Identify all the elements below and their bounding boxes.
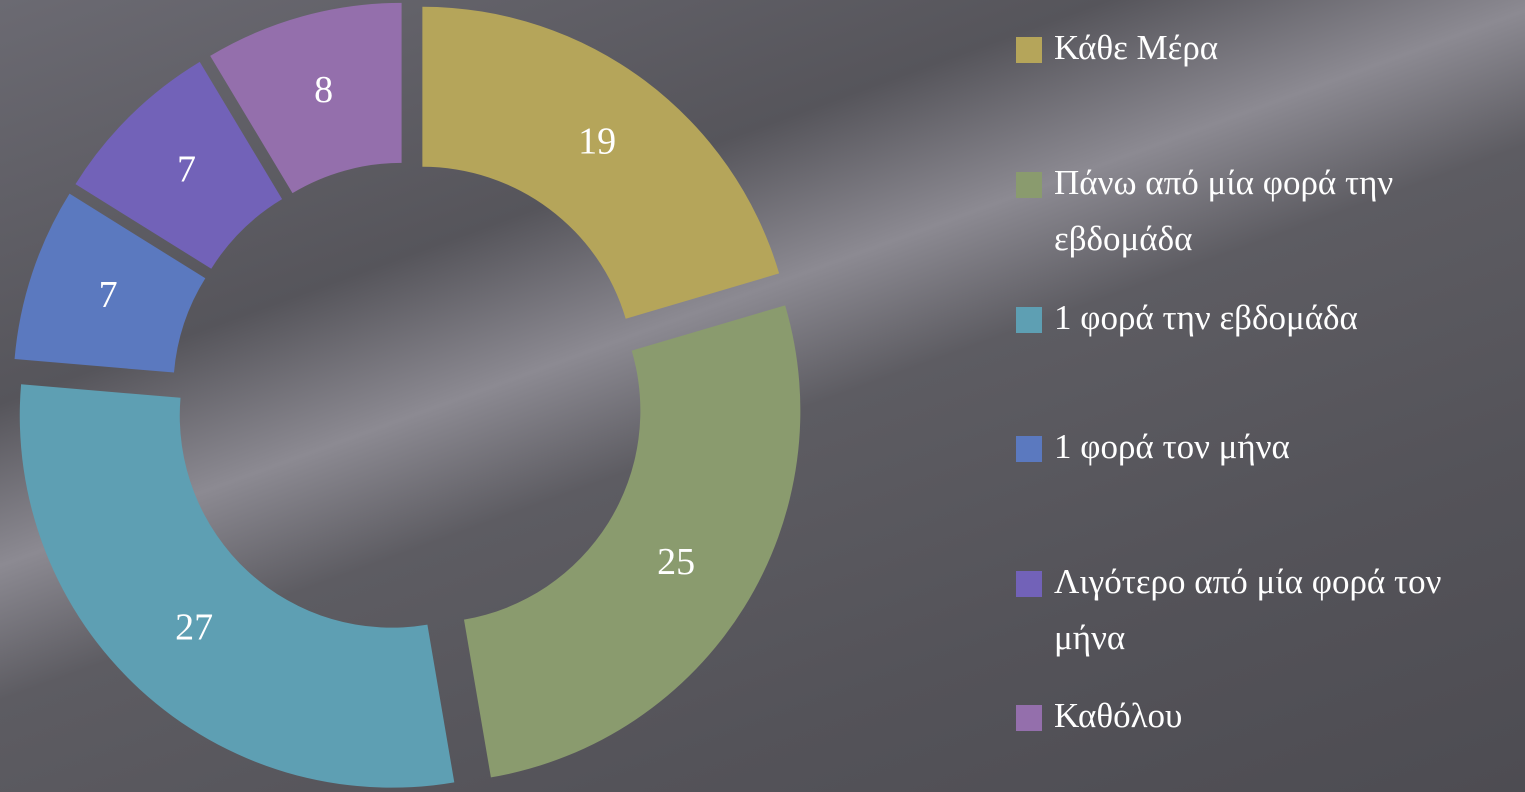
legend-label: Κάθε Μέρα bbox=[1054, 28, 1219, 67]
legend-label: 1 φορά την εβδομάδα bbox=[1054, 298, 1358, 337]
legend-swatch bbox=[1016, 571, 1042, 597]
data-label: 27 bbox=[175, 606, 213, 648]
legend-swatch bbox=[1016, 705, 1042, 731]
donut-segment bbox=[14, 193, 206, 373]
legend-swatch bbox=[1016, 172, 1042, 198]
data-label: 7 bbox=[99, 274, 118, 316]
legend-swatch bbox=[1016, 307, 1042, 333]
legend-swatch bbox=[1016, 436, 1042, 462]
legend-item: Καθόλου bbox=[1016, 688, 1521, 744]
data-label: 7 bbox=[177, 148, 196, 190]
legend-item: 1 φορά τον μήνα bbox=[1016, 419, 1521, 475]
donut-segment bbox=[75, 61, 283, 269]
data-label: 19 bbox=[578, 121, 616, 163]
data-label: 25 bbox=[657, 541, 695, 583]
donut-segment bbox=[19, 384, 455, 788]
donut-segment bbox=[422, 6, 780, 319]
legend-item: 1 φορά την εβδομάδα bbox=[1016, 290, 1521, 346]
legend-label: Πάνω από μία φορά την εβδομάδα bbox=[1054, 163, 1394, 258]
data-label: 8 bbox=[314, 69, 333, 111]
donut-segment bbox=[210, 2, 402, 194]
legend-swatch bbox=[1016, 37, 1042, 63]
legend-label: Λιγότερο από μία φορά τον μήνα bbox=[1054, 562, 1442, 657]
legend-item: Πάνω από μία φορά την εβδομάδα bbox=[1016, 155, 1521, 267]
legend-item: Κάθε Μέρα bbox=[1016, 20, 1521, 76]
legend-item: Λιγότερο από μία φορά τον μήνα bbox=[1016, 554, 1521, 666]
donut-segment bbox=[464, 305, 801, 778]
legend-label: 1 φορά τον μήνα bbox=[1054, 427, 1290, 466]
legend-label: Καθόλου bbox=[1054, 696, 1183, 735]
chart: 19 25 27 7 7 8 bbox=[14, 2, 801, 788]
